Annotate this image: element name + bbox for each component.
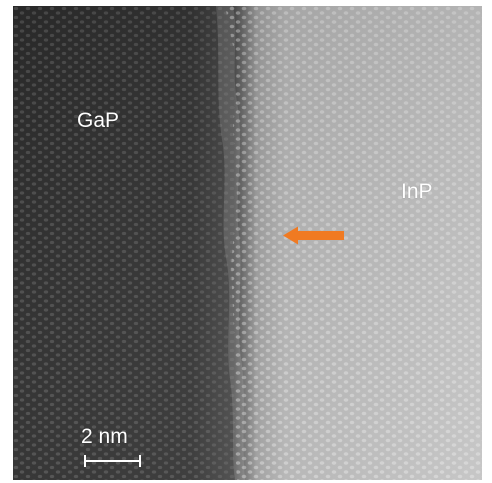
microscopy-image: GaP InP 2 nm [13,6,482,480]
micrograph-svg [13,6,482,480]
gap-label: GaP [77,109,120,132]
orange-arrow-icon [283,225,345,246]
scale-bar-right-tick [139,455,141,467]
scale-bar-line [84,460,141,462]
inp-label: InP [401,180,433,203]
scale-bar [84,455,141,467]
scale-bar-left-tick [84,455,86,467]
scale-bar-label: 2 nm [81,425,128,448]
